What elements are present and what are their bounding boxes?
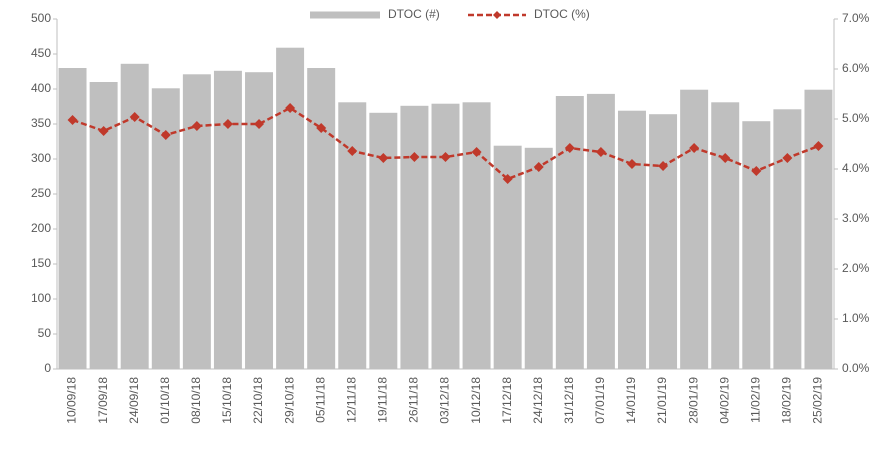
x-tick-label: 17/12/18 [500, 377, 514, 424]
y-tick-label: 200 [31, 221, 51, 235]
x-tick-label: 21/01/19 [655, 377, 669, 424]
x-tick-label: 29/10/18 [282, 377, 296, 424]
line-marker [689, 143, 700, 153]
y-tick-label: 500 [31, 11, 51, 25]
line-marker [595, 147, 606, 157]
y2-tick-label: 0.0% [842, 361, 870, 375]
x-tick-label: 11/02/19 [748, 377, 762, 423]
bar [680, 89, 709, 369]
line-marker [502, 174, 513, 184]
x-tick-label: 01/10/18 [158, 377, 172, 424]
line-marker [471, 147, 482, 157]
y2-tick-label: 7.0% [842, 11, 870, 25]
line-marker [160, 130, 171, 140]
line-marker [67, 115, 78, 125]
y-tick-label: 150 [31, 256, 51, 270]
bar [400, 105, 429, 370]
bar [617, 110, 646, 369]
y2-tick-label: 2.0% [842, 261, 870, 275]
y-tick-label: 400 [31, 81, 51, 95]
line-marker [254, 119, 265, 129]
x-tick-label: 22/10/18 [251, 377, 265, 424]
line-marker [440, 152, 451, 162]
x-tick-label: 08/10/18 [189, 377, 203, 424]
bar [369, 112, 398, 370]
bar [711, 102, 740, 370]
legend-label: DTOC (#) [388, 7, 440, 21]
x-tick-label: 10/12/18 [469, 377, 483, 424]
x-tick-label: 28/01/19 [686, 377, 700, 424]
bar [649, 114, 678, 369]
y-tick-label: 50 [38, 326, 52, 340]
line-marker [347, 146, 358, 156]
y2-tick-label: 4.0% [842, 161, 870, 175]
x-tick-label: 19/11/18 [376, 377, 390, 423]
y2-tick-label: 3.0% [842, 211, 870, 225]
bar [245, 72, 274, 369]
y2-tick-label: 1.0% [842, 311, 870, 325]
bar [338, 102, 367, 370]
x-tick-label: 07/01/19 [593, 377, 607, 424]
line-marker [191, 121, 202, 131]
line-marker [409, 152, 420, 162]
y-tick-label: 300 [31, 151, 51, 165]
line-marker [98, 126, 109, 136]
x-tick-label: 12/11/18 [344, 377, 358, 423]
bar [307, 68, 336, 369]
line-marker [378, 153, 389, 163]
y2-tick-label: 5.0% [842, 111, 870, 125]
bar [742, 121, 771, 369]
x-tick-label: 04/02/19 [717, 377, 731, 424]
legend-marker [493, 11, 501, 19]
line-marker [316, 123, 327, 133]
bar [58, 68, 87, 369]
line-marker [533, 162, 544, 172]
line-marker [720, 153, 731, 163]
bar [524, 147, 553, 369]
bar [120, 63, 149, 370]
x-tick-label: 05/11/18 [313, 377, 327, 423]
y2-tick-label: 6.0% [842, 61, 870, 75]
bar [431, 103, 460, 369]
bar [276, 47, 305, 369]
y-tick-label: 450 [31, 46, 51, 60]
line-marker [285, 103, 296, 113]
x-tick-label: 26/11/18 [407, 377, 421, 423]
x-tick-label: 24/12/18 [531, 377, 545, 424]
x-tick-label: 03/12/18 [438, 377, 452, 424]
line-marker [813, 141, 824, 151]
x-tick-label: 18/02/19 [780, 377, 794, 424]
y-tick-label: 350 [31, 116, 51, 130]
y-tick-label: 250 [31, 186, 51, 200]
legend-label: DTOC (%) [534, 7, 590, 21]
x-tick-label: 15/10/18 [220, 377, 234, 424]
bar [182, 74, 211, 370]
bar [586, 93, 615, 370]
x-tick-label: 17/09/18 [96, 377, 110, 424]
bar [89, 82, 118, 369]
line-marker [564, 143, 575, 153]
line-marker [658, 161, 669, 171]
bar [555, 96, 584, 369]
line-marker [626, 159, 637, 169]
bar [773, 109, 802, 370]
bar [213, 70, 242, 370]
line-marker [222, 119, 233, 129]
x-tick-label: 10/09/18 [65, 377, 79, 424]
line-marker [751, 166, 762, 176]
y-tick-label: 100 [31, 291, 51, 305]
x-tick-label: 25/02/19 [811, 377, 825, 424]
line-marker [782, 153, 793, 163]
x-tick-label: 14/01/19 [624, 377, 638, 424]
bar [804, 89, 833, 369]
bar [462, 102, 491, 370]
y-tick-label: 0 [44, 361, 51, 375]
x-tick-label: 24/09/18 [127, 377, 141, 424]
x-tick-label: 31/12/18 [562, 377, 576, 424]
line-marker [129, 112, 140, 122]
